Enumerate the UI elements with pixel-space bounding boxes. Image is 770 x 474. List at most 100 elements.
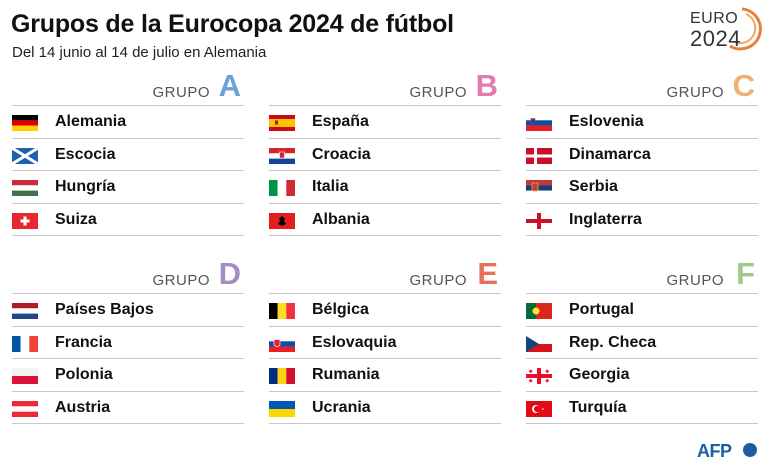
- team-name: Eslovenia: [569, 113, 644, 130]
- team-row: Georgia: [526, 359, 758, 392]
- team-row: Bélgica: [269, 294, 501, 327]
- team-name: Hungría: [55, 178, 116, 195]
- serbia-flag-icon: [526, 180, 552, 196]
- team-row: Austria: [12, 392, 244, 424]
- albania-flag-icon: [269, 212, 295, 229]
- belgium-flag-icon: [269, 303, 295, 319]
- team-name: Escocia: [55, 145, 116, 163]
- group-a: Grupo A Alemania Escocia Hungría Suiza: [12, 68, 244, 236]
- group-e: Grupo E Bélgica Eslovaquia Rumania Ucran…: [269, 256, 501, 424]
- afp-logo: AFP: [697, 441, 732, 461]
- afp-globe-icon: [743, 443, 757, 457]
- group-word: Grupo: [409, 272, 467, 289]
- team-name: Italia: [312, 178, 349, 195]
- group-word: Grupo: [152, 84, 210, 101]
- group-header: Grupo A: [12, 68, 244, 106]
- team-name: España: [312, 113, 369, 130]
- team-row: Escocia: [12, 139, 244, 171]
- group-header: Grupo D: [12, 256, 244, 294]
- team-row: España: [269, 106, 501, 139]
- poland-flag-icon: [12, 368, 38, 384]
- team-name: Serbia: [569, 178, 618, 195]
- group-c: Grupo C Eslovenia Dinamarca Serbia Ingla…: [526, 68, 758, 236]
- team-name: Turquía: [569, 398, 627, 416]
- group-header: Grupo F: [526, 256, 758, 294]
- team-name: Suiza: [55, 210, 97, 228]
- group-d: Grupo D Países Bajos Francia Polonia Aus…: [12, 256, 244, 424]
- team-row: Suiza: [12, 204, 244, 236]
- italy-flag-icon: [269, 180, 295, 196]
- group-letter: E: [477, 256, 498, 291]
- team-row: Dinamarca: [526, 139, 758, 171]
- austria-flag-icon: [12, 400, 38, 417]
- team-row: Polonia: [12, 359, 244, 392]
- group-word: Grupo: [409, 84, 467, 101]
- team-row: Serbia: [526, 171, 758, 204]
- team-row: Albania: [269, 204, 501, 236]
- team-row: Italia: [269, 171, 501, 204]
- team-name: Países Bajos: [55, 301, 154, 318]
- team-name: Ucrania: [312, 398, 371, 416]
- netherlands-flag-icon: [12, 303, 38, 319]
- group-header: Grupo E: [269, 256, 501, 294]
- group-letter: B: [475, 68, 498, 103]
- team-name: Rumania: [312, 366, 380, 383]
- page-title: Grupos de la Eurocopa 2024 de fútbol: [11, 10, 454, 38]
- group-letter: F: [736, 256, 755, 291]
- team-name: Albania: [312, 210, 370, 228]
- logo-year: 2024: [690, 26, 741, 51]
- team-name: Francia: [55, 333, 112, 351]
- group-letter: C: [732, 68, 755, 103]
- team-row: Ucrania: [269, 392, 501, 424]
- croatia-flag-icon: [269, 147, 295, 164]
- slovenia-flag-icon: [526, 115, 552, 131]
- team-name: Austria: [55, 398, 111, 416]
- czech-republic-flag-icon: [526, 335, 552, 352]
- romania-flag-icon: [269, 368, 295, 384]
- germany-flag-icon: [12, 115, 38, 131]
- team-row: Turquía: [526, 392, 758, 424]
- logo-word: EURO: [690, 10, 739, 27]
- team-name: Georgia: [569, 366, 630, 383]
- team-name: Alemania: [55, 113, 127, 130]
- group-word: Grupo: [666, 84, 724, 101]
- group-letter: A: [218, 68, 241, 103]
- georgia-flag-icon: [526, 368, 552, 384]
- team-row: Alemania: [12, 106, 244, 139]
- team-row: Inglaterra: [526, 204, 758, 236]
- page-subtitle: Del 14 junio al 14 de julio en Alemania: [12, 44, 267, 61]
- spain-flag-icon: [269, 115, 295, 131]
- portugal-flag-icon: [526, 303, 552, 319]
- team-row: Eslovaquia: [269, 327, 501, 359]
- group-word: Grupo: [666, 272, 724, 289]
- trophy-ring-icon: [729, 7, 762, 51]
- team-row: Rumania: [269, 359, 501, 392]
- group-letter: D: [218, 256, 241, 291]
- team-row: Croacia: [269, 139, 501, 171]
- switzerland-flag-icon: [12, 212, 38, 229]
- england-flag-icon: [526, 212, 552, 229]
- team-row: Francia: [12, 327, 244, 359]
- group-f: Grupo F Portugal Rep. Checa Georgia Turq…: [526, 256, 758, 424]
- team-row: Países Bajos: [12, 294, 244, 327]
- france-flag-icon: [12, 335, 38, 352]
- team-name: Portugal: [569, 301, 634, 318]
- scotland-flag-icon: [12, 147, 38, 164]
- hungary-flag-icon: [12, 180, 38, 196]
- turkey-flag-icon: [526, 400, 552, 417]
- team-row: Eslovenia: [526, 106, 758, 139]
- ukraine-flag-icon: [269, 400, 295, 417]
- group-word: Grupo: [152, 272, 210, 289]
- group-header: Grupo C: [526, 68, 758, 106]
- team-row: Portugal: [526, 294, 758, 327]
- team-row: Hungría: [12, 171, 244, 204]
- team-name: Rep. Checa: [569, 333, 657, 351]
- team-name: Eslovaquia: [312, 333, 397, 351]
- team-name: Polonia: [55, 366, 113, 383]
- team-name: Dinamarca: [569, 145, 651, 163]
- slovakia-flag-icon: [269, 335, 295, 352]
- team-row: Rep. Checa: [526, 327, 758, 359]
- team-name: Bélgica: [312, 301, 369, 318]
- group-b: Grupo B España Croacia Italia Albania: [269, 68, 501, 236]
- team-name: Inglaterra: [569, 210, 642, 228]
